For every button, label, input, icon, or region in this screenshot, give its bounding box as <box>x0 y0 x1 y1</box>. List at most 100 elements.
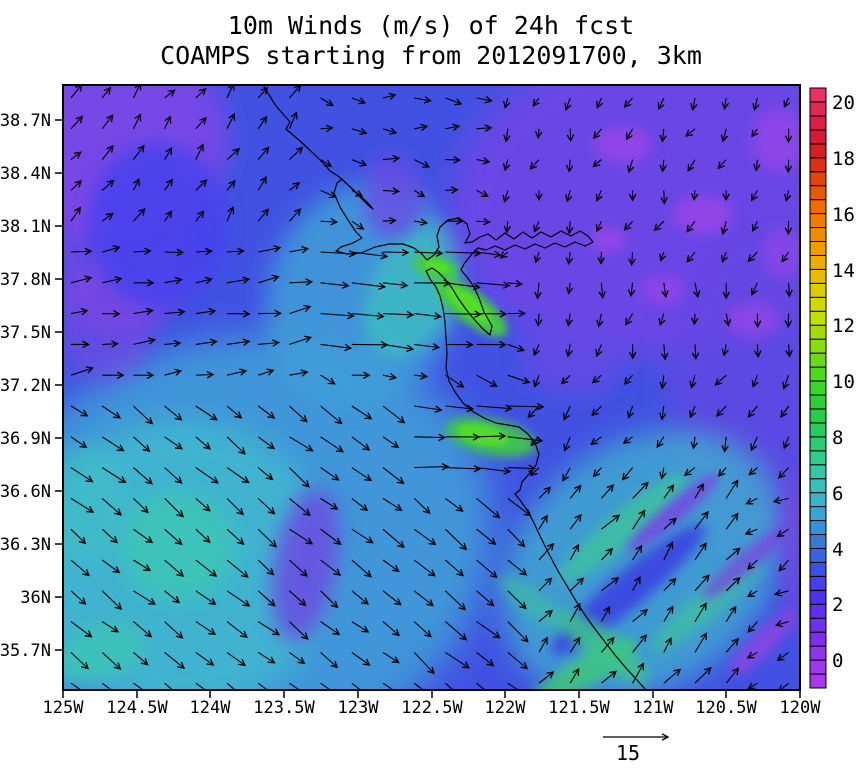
wind-arrow <box>101 86 112 99</box>
wind-arrow <box>476 621 501 639</box>
wind-arrow <box>133 651 149 666</box>
wind-arrow <box>351 682 362 690</box>
wind-arrow <box>70 621 93 638</box>
wind-arrow <box>507 374 531 385</box>
wind-arrow <box>258 339 280 347</box>
wind-arrow <box>659 159 667 173</box>
wind-arrow <box>133 436 151 453</box>
wind-arrow <box>164 498 184 518</box>
wind-arrow <box>625 128 634 141</box>
wind-arrow <box>288 85 302 99</box>
wind-arrow <box>382 405 406 424</box>
axes: 38.7N 38.4N 38.1N 37.8N 37.5N 37.2N 36.9N 36.6N… <box>0 111 821 718</box>
wind-arrow <box>601 514 621 530</box>
wind-arrow <box>101 179 115 191</box>
wind-arrow <box>101 212 114 222</box>
wind-arrow <box>226 276 251 284</box>
wind-arrow <box>538 486 552 499</box>
wind-speed-blob <box>271 487 341 643</box>
colorbar-box <box>809 282 827 298</box>
wind-arrow <box>534 282 542 300</box>
wind-arrow <box>101 436 125 452</box>
wind-arrow <box>320 467 340 481</box>
wind-arrow <box>745 497 758 505</box>
wind-arrow <box>476 189 489 197</box>
wind-arrow <box>164 436 183 450</box>
wind-arrow <box>132 177 140 191</box>
wind-arrow <box>289 559 308 577</box>
wind-arrow <box>534 128 543 139</box>
colorbar-box <box>809 324 827 340</box>
wind-arrow <box>382 310 415 319</box>
wind-arrow <box>689 375 697 389</box>
wind-arrow <box>133 590 157 605</box>
wind-arrow <box>445 497 464 512</box>
reference-vector: 15 <box>603 733 670 765</box>
wind-arrow <box>694 542 707 561</box>
wind-arrow <box>413 528 437 546</box>
wind-arrow <box>751 220 759 233</box>
wind-arrow <box>351 436 371 451</box>
wind-arrow <box>658 405 667 421</box>
wind-arrow <box>751 375 759 388</box>
wind-arrow <box>413 159 431 168</box>
wind-speed-blob <box>641 275 685 305</box>
colorbar-box <box>809 101 827 117</box>
wind-arrow <box>445 464 482 473</box>
wind-arrow <box>133 559 152 572</box>
wind-arrow <box>476 124 493 132</box>
wind-arrow <box>101 405 122 419</box>
colorbar-box <box>809 575 827 591</box>
wind-arrow <box>320 621 341 636</box>
wind-arrow <box>445 621 468 641</box>
wind-arrow <box>382 621 401 637</box>
wind-arrow <box>507 464 536 473</box>
wind-arrow <box>623 374 634 385</box>
colorbar-label: 18 <box>832 148 855 170</box>
wind-arrow <box>195 682 207 690</box>
wind-arrow <box>257 498 276 515</box>
wind-arrow <box>320 436 344 453</box>
wind-arrow <box>226 559 249 578</box>
wind-arrow <box>226 651 247 667</box>
wind-arrow <box>751 128 759 138</box>
wind-speed-blob <box>557 610 649 684</box>
wind-arrow <box>777 467 789 479</box>
wind-arrow <box>725 637 740 653</box>
colorbar-box <box>809 87 827 103</box>
wind-arrow <box>565 159 574 173</box>
wind-arrow <box>565 344 573 358</box>
colorbar-box <box>809 380 827 396</box>
wind-arrow <box>502 159 511 172</box>
wind-arrow <box>596 97 604 109</box>
colorbar-label: 12 <box>832 315 855 337</box>
wind-arrow <box>70 467 94 483</box>
colorbar-box <box>809 450 827 466</box>
wind-arrow <box>133 337 156 345</box>
wind-arrow <box>351 341 389 349</box>
wind-arrow <box>257 208 270 222</box>
wind-arrow <box>258 368 275 376</box>
wind-arrow <box>320 97 334 107</box>
wind-arrow <box>445 123 461 131</box>
wind-arrow <box>569 543 580 561</box>
wind-arrow <box>289 436 314 452</box>
wind-arrow <box>164 308 186 317</box>
wind-arrow <box>195 590 217 605</box>
wind-arrow <box>445 249 482 257</box>
wind-arrow <box>257 651 276 664</box>
wind-arrow <box>195 116 207 130</box>
wind-arrow <box>529 467 540 477</box>
wind-arrow <box>720 221 728 236</box>
wind-arrow <box>289 146 304 161</box>
wind-arrow <box>133 467 153 485</box>
colorbar-box <box>809 603 827 619</box>
wind-arrow <box>476 96 493 104</box>
wind-arrow <box>746 651 758 659</box>
wind-arrow <box>747 682 758 690</box>
wind-arrow <box>382 467 405 485</box>
wind-arrow <box>476 217 491 226</box>
wind-arrow <box>132 85 142 99</box>
wind-arrow <box>600 484 615 499</box>
